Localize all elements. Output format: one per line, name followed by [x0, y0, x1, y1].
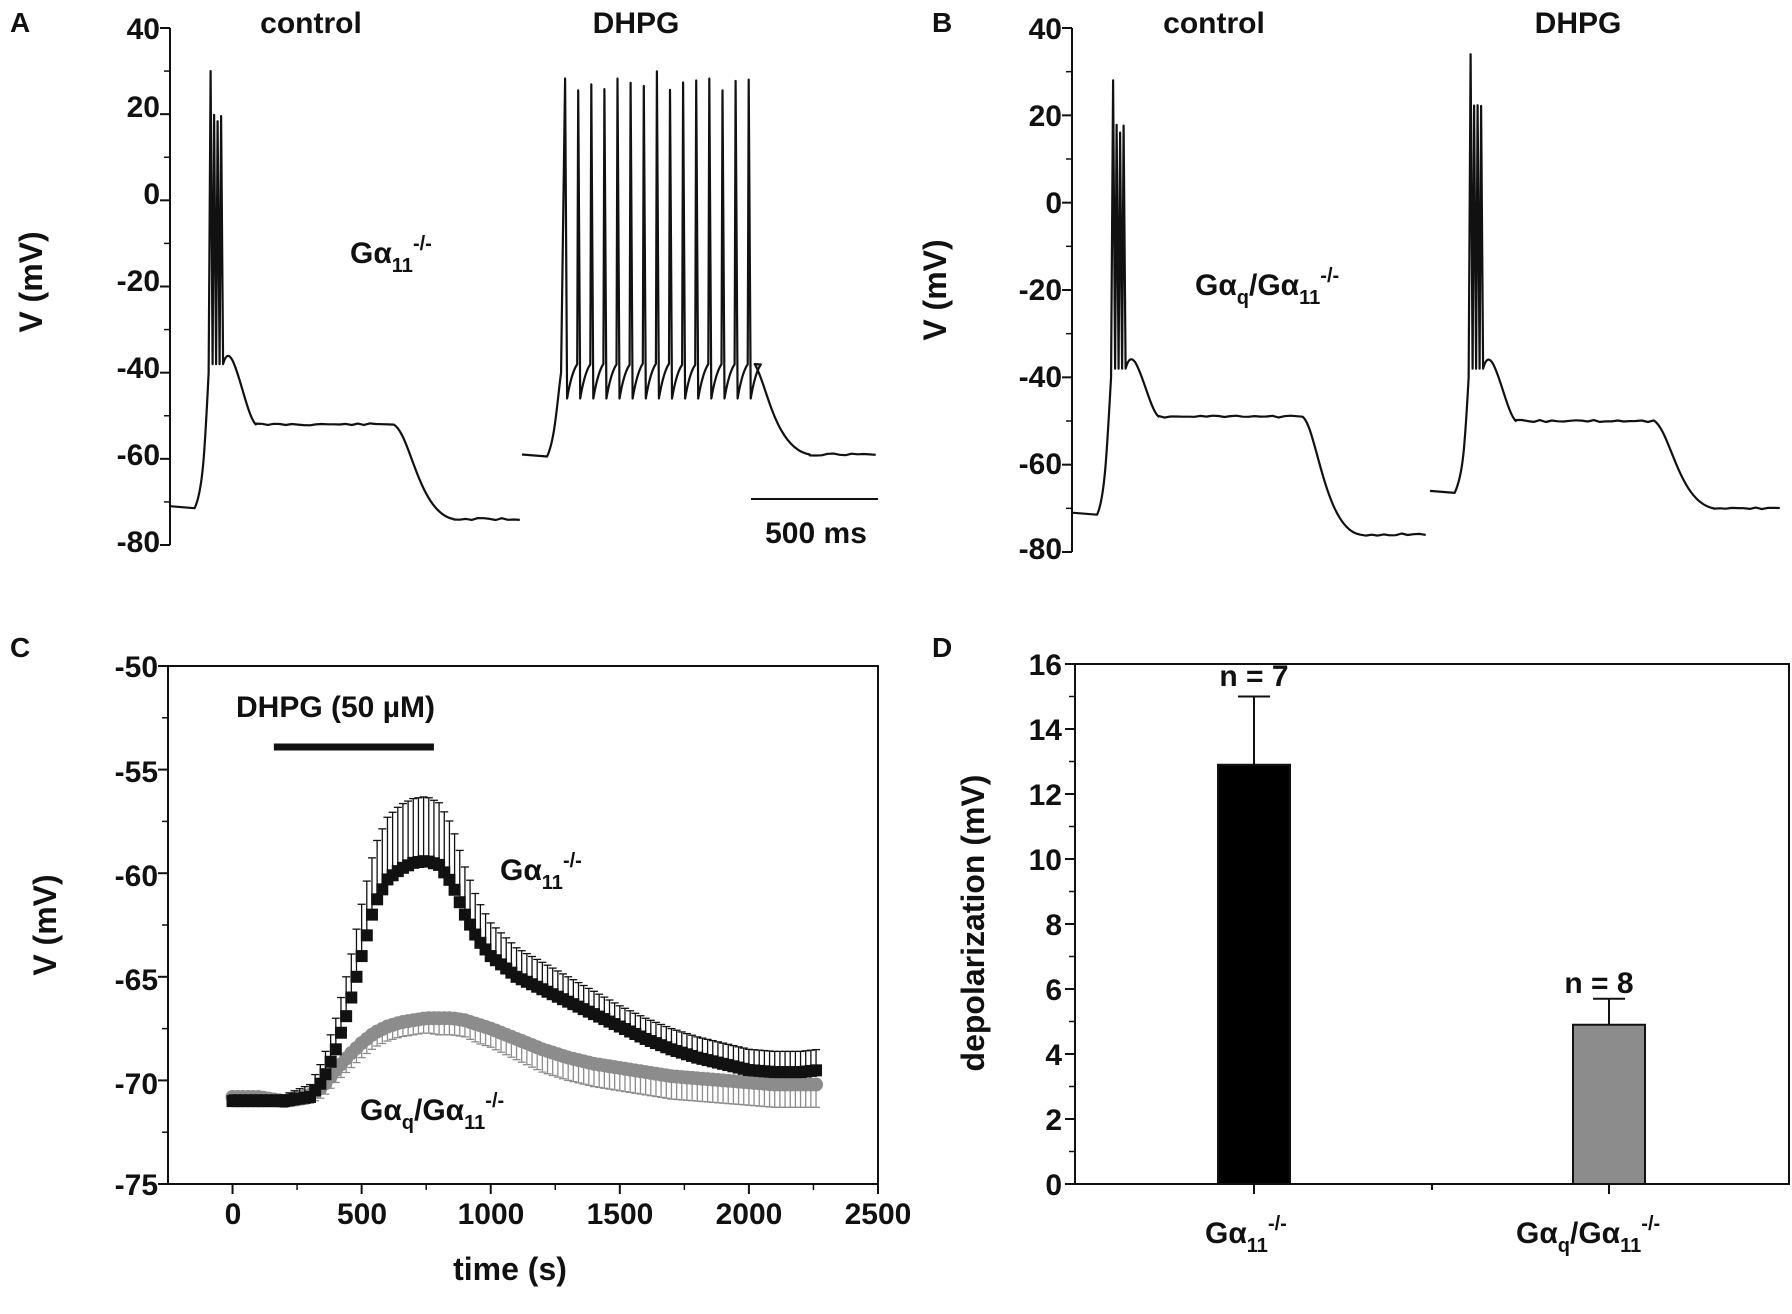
panel-d-bar	[1572, 1023, 1646, 1185]
panel-a-ytick: 40	[127, 13, 160, 46]
panel-d-ytick: 2	[1045, 1104, 1062, 1137]
panel-c-ytick: -70	[115, 1068, 158, 1101]
panel-a: A 40 20 0 -20 -40 -60 -80 V (mV) control…	[10, 7, 878, 559]
panel-c-xlabel: time (s)	[453, 1251, 567, 1287]
panel-d-ylabel: depolarization (mV)	[955, 775, 991, 1072]
panel-c-ytick: -60	[115, 860, 158, 893]
panel-c-label-ga11: Gα11-/-	[500, 850, 582, 894]
panel-d-bars	[1217, 695, 1646, 1185]
panel-c-point-ga11	[453, 896, 466, 909]
panel-b-genotype-label: Gαq/Gα11-/-	[1195, 265, 1339, 309]
panel-d-n-label: n = 7	[1219, 660, 1288, 693]
panel-a-ytick: -60	[117, 439, 160, 472]
panel-b-ytick: -60	[1019, 448, 1062, 481]
panel-c-ylabel: V (mV)	[27, 874, 63, 975]
panel-c: C -50 -55 -60 -65 -70 -75 0 500 1000 150…	[10, 632, 911, 1287]
panel-a-y-ticks	[160, 27, 170, 546]
panel-d-ytick: 12	[1029, 779, 1062, 812]
panel-c-point-ga11	[810, 1064, 823, 1077]
panel-b-ytick: 20	[1029, 100, 1062, 133]
panel-a-label: A	[10, 7, 30, 38]
panel-b-trace-control	[1071, 79, 1426, 537]
panel-c-xtick: 500	[337, 1198, 387, 1231]
panel-c-ytick: -55	[115, 756, 158, 789]
panel-d-xtick-gaq-ga11: Gαq/Gα11-/-	[1516, 1213, 1660, 1257]
panel-c-point-ga11	[360, 929, 373, 942]
panel-c-point-ga11	[350, 970, 363, 983]
panel-c-point-ga11	[458, 908, 471, 921]
panel-b-y-ticks	[1062, 27, 1072, 553]
panel-c-ytick: -65	[115, 964, 158, 997]
panel-b-ytick: -80	[1019, 533, 1062, 566]
panel-d-ytick: 10	[1029, 844, 1062, 877]
panel-d-ytick: 14	[1029, 714, 1063, 747]
panel-a-ytick: 20	[127, 91, 160, 124]
panel-d-label: D	[932, 632, 952, 663]
panel-c-point-ga11	[448, 883, 461, 896]
panel-a-trace-control	[169, 70, 520, 522]
panel-a-ytick: -80	[117, 526, 160, 559]
panel-d-ytick: 16	[1029, 649, 1062, 682]
panel-a-title-dhpg: DHPG	[593, 7, 680, 40]
panel-a-genotype-label: Gα11-/-	[350, 233, 432, 277]
panel-c-point-ga11	[329, 1043, 342, 1056]
panel-a-ytick: 0	[143, 178, 160, 211]
panel-b-trace-dhpg	[1429, 53, 1780, 511]
panel-b-title-control: control	[1163, 7, 1265, 40]
panel-d: D 16 14 12 10 8 6 4 2 0 depolarization (…	[932, 632, 1790, 1257]
panel-a-title-control: control	[260, 7, 362, 40]
panel-d-ytick: 0	[1045, 1169, 1062, 1202]
panel-a-ytick: -20	[117, 265, 160, 298]
panel-c-point-ga11	[314, 1077, 327, 1090]
panel-d-frame	[1074, 663, 1790, 1185]
panel-c-point-ga11	[319, 1068, 332, 1081]
panel-c-point-ga11	[376, 883, 389, 896]
panel-b-ylabel: V (mV)	[917, 239, 953, 340]
panel-b-ytick: -20	[1019, 274, 1062, 307]
panel-b-title-dhpg: DHPG	[1535, 7, 1622, 40]
panel-c-series	[225, 796, 824, 1109]
panel-d-ytick: 6	[1045, 974, 1062, 1007]
panel-d-ticks	[1065, 663, 1610, 1194]
panel-c-point-ga11	[324, 1055, 337, 1068]
panel-c-ytick: -75	[115, 1169, 158, 1202]
panel-c-label-gaq-ga11: Gαq/Gα11-/-	[360, 1090, 504, 1134]
panel-c-point-ga11	[334, 1026, 347, 1039]
panel-b: B 40 20 0 -20 -40 -60 -80 V (mV) control…	[917, 7, 1780, 566]
panel-a-ytick: -40	[117, 352, 160, 385]
panel-c-xtick: 2000	[716, 1198, 783, 1231]
panel-c-point-ga11	[464, 918, 477, 931]
panel-a-ylabel: V (mV)	[13, 231, 49, 332]
panel-c-xtick: 0	[225, 1198, 242, 1231]
panel-c-xtick: 2500	[845, 1198, 912, 1231]
panel-c-point-ga11	[345, 991, 358, 1004]
panel-d-xtick-ga11: Gα11-/-	[1205, 1213, 1287, 1257]
panel-c-xtick: 1000	[458, 1198, 525, 1231]
panel-a-trace-dhpg	[521, 70, 876, 458]
panel-a-scalebar-label: 500 ms	[765, 517, 867, 550]
panel-c-point-ga11	[365, 908, 378, 921]
panel-d-bar	[1217, 763, 1291, 1185]
panel-d-ytick: 4	[1045, 1039, 1062, 1072]
panel-d-n-label: n = 8	[1564, 967, 1633, 1000]
panel-c-point-ga11	[443, 873, 456, 886]
panel-c-point-ga11	[371, 893, 384, 906]
panel-c-point-ga11	[340, 1010, 353, 1023]
panel-b-ytick: -40	[1019, 361, 1062, 394]
panel-c-ytick: -50	[115, 651, 158, 684]
panel-b-label: B	[932, 7, 952, 38]
panel-c-point-ga11	[355, 950, 368, 963]
panel-b-ytick: 40	[1029, 13, 1062, 46]
panel-c-xtick: 1500	[587, 1198, 654, 1231]
panel-c-label: C	[10, 632, 30, 663]
panel-c-ticks	[158, 665, 879, 1194]
panel-d-ytick: 8	[1045, 909, 1062, 942]
panel-c-drug-label: DHPG (50 µM)	[236, 691, 435, 724]
panel-b-ytick: 0	[1045, 187, 1062, 220]
panel-c-point-gaq-ga11	[809, 1077, 824, 1092]
